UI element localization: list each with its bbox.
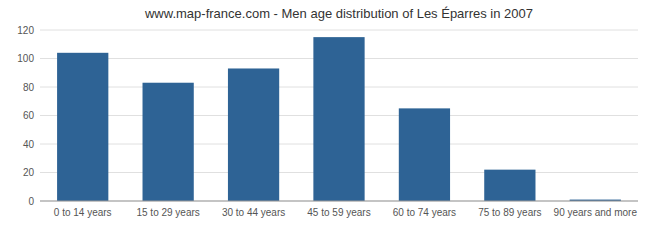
y-tick-label: 80 <box>23 82 35 93</box>
y-tick-label: 40 <box>23 139 35 150</box>
y-tick-label: 0 <box>28 196 34 207</box>
x-axis <box>40 201 638 202</box>
bars <box>57 37 621 201</box>
x-tick-label: 30 to 44 years <box>222 207 285 218</box>
y-tick-label: 20 <box>23 167 35 178</box>
grid-line <box>40 30 638 31</box>
bar <box>313 37 364 201</box>
bar <box>143 83 194 201</box>
x-tick-label: 90 years and more <box>554 207 638 218</box>
bar <box>57 53 108 201</box>
grid <box>40 30 638 201</box>
x-tick-label: 15 to 29 years <box>136 207 199 218</box>
title: www.map-france.com - Men age distributio… <box>144 6 533 21</box>
y-tick-label: 60 <box>23 110 35 121</box>
x-tick-label: 0 to 14 years <box>54 207 112 218</box>
y-tick-label: 100 <box>17 53 34 64</box>
bar <box>399 108 450 201</box>
y-tick-label: 120 <box>17 25 34 36</box>
x-tick-label: 75 to 89 years <box>478 207 541 218</box>
bar <box>484 170 535 201</box>
chart: www.map-france.com - Men age distributio… <box>0 0 650 229</box>
bar <box>228 68 279 201</box>
x-tick-label: 60 to 74 years <box>393 207 456 218</box>
grid-line <box>40 201 638 202</box>
x-tick-label: 45 to 59 years <box>307 207 370 218</box>
